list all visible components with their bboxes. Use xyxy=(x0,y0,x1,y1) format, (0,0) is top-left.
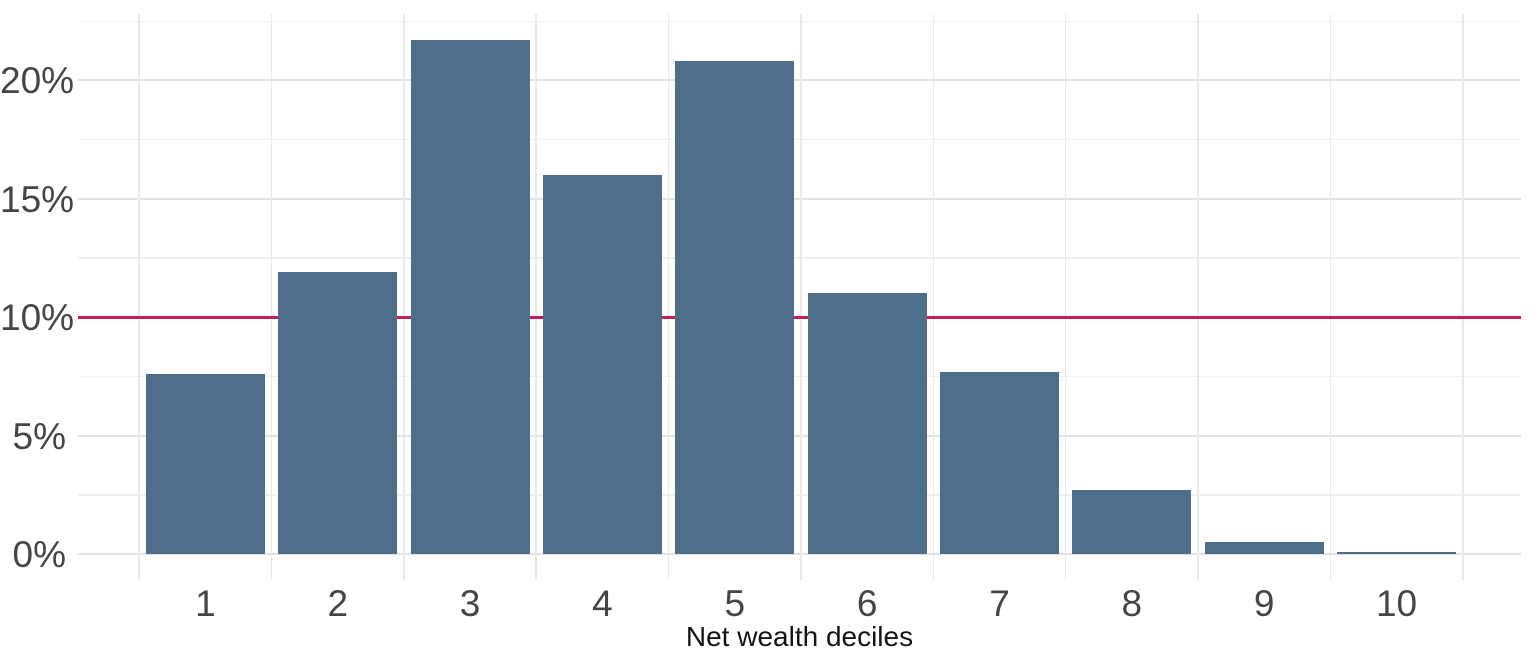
h-gridline-minor xyxy=(78,139,1521,141)
bar xyxy=(145,373,265,554)
v-gridline xyxy=(1064,14,1067,580)
bar xyxy=(278,272,398,554)
bar xyxy=(1072,490,1192,554)
x-tick-label: 10 xyxy=(1375,583,1418,624)
plot-panel xyxy=(78,14,1521,580)
bar xyxy=(1204,542,1324,554)
v-gridline xyxy=(1329,14,1332,580)
h-gridline-minor xyxy=(78,20,1521,22)
bar xyxy=(940,371,1059,554)
x-tick-label: 2 xyxy=(327,583,349,624)
y-tick-label: 10% xyxy=(0,297,75,339)
x-tick-label: 3 xyxy=(459,583,481,624)
bar xyxy=(410,40,530,554)
h-gridline-minor xyxy=(78,257,1521,259)
h-gridline-minor xyxy=(78,494,1521,496)
bar xyxy=(675,61,795,554)
bar xyxy=(542,175,662,554)
x-axis-title: Net wealth deciles xyxy=(685,621,914,652)
x-tick-label: 6 xyxy=(856,583,878,624)
y-tick-label: 5% xyxy=(12,415,66,457)
v-gridline xyxy=(1197,14,1199,580)
x-tick-label: 5 xyxy=(724,583,746,624)
bar xyxy=(807,293,927,554)
h-gridline-minor xyxy=(78,375,1521,378)
v-gridline xyxy=(535,14,538,580)
x-tick-label: 1 xyxy=(195,583,216,624)
x-tick-label: 7 xyxy=(989,583,1010,624)
v-gridline xyxy=(270,14,273,580)
v-gridline xyxy=(403,14,405,580)
v-gridline xyxy=(1461,14,1464,580)
x-tick-label: 4 xyxy=(592,583,613,624)
x-tick-label: 8 xyxy=(1121,583,1143,624)
y-tick-label: 15% xyxy=(0,178,75,220)
x-tick-label: 9 xyxy=(1253,583,1275,624)
v-gridline xyxy=(138,14,141,580)
bar xyxy=(1337,551,1457,554)
h-gridline-major xyxy=(78,552,1521,555)
y-tick-label: 0% xyxy=(12,533,66,575)
v-gridline xyxy=(932,14,935,580)
h-gridline-major xyxy=(78,79,1521,82)
y-tick-label: 20% xyxy=(0,60,75,102)
v-gridline xyxy=(667,14,670,580)
h-gridline-major xyxy=(78,434,1521,437)
h-gridline-major xyxy=(78,197,1521,200)
v-gridline xyxy=(800,14,802,580)
reference-line xyxy=(78,315,1521,319)
